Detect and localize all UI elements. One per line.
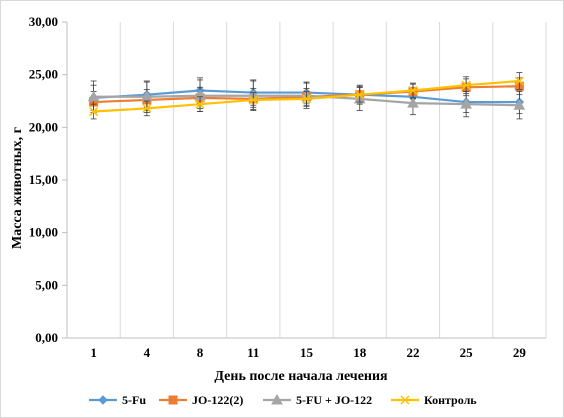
legend-item-1: 5-Fu	[89, 393, 146, 407]
marker-stroke	[195, 99, 205, 109]
x-tick-label: 18	[353, 345, 367, 360]
y-tick-label: 30,00	[29, 14, 58, 29]
marker-stroke	[301, 94, 312, 104]
data-point	[408, 85, 418, 95]
x-tick-label: 15	[300, 345, 314, 360]
x-tick-label: 1	[90, 345, 97, 360]
y-axis-title: Масса животных, г	[10, 127, 25, 249]
marker-stroke	[142, 103, 152, 113]
y-tick-label: 5,00	[35, 277, 58, 292]
y-tick-label: 20,00	[29, 119, 58, 134]
gridlines	[66, 22, 547, 338]
data-point	[407, 97, 419, 108]
data-point	[513, 99, 526, 110]
data-point	[301, 94, 312, 104]
y-tick-label: 15,00	[29, 172, 58, 187]
data-point	[248, 95, 258, 105]
legend-label: JO-122(2)	[192, 393, 243, 407]
legend-item-3: 5-FU + JO-122	[263, 393, 372, 407]
x-tick-label: 22	[406, 345, 419, 360]
y-tick-label: 10,00	[29, 225, 58, 240]
series-4	[89, 72, 524, 120]
legend-swatch-marker	[271, 393, 283, 405]
x-tick-label: 11	[247, 345, 259, 360]
data-point	[461, 80, 471, 90]
legend: 5-Fu JO-122(2) 5-FU + JO-122 Контроль	[89, 393, 477, 407]
y-tick-label: 0,00	[35, 330, 58, 345]
legend-label: 5-FU + JO-122	[296, 393, 372, 407]
data-point	[195, 99, 205, 109]
legend-swatch-marker	[168, 395, 178, 405]
marker-stroke	[408, 85, 418, 95]
data-point	[514, 76, 524, 86]
series-group	[87, 72, 526, 120]
x-tick-label: 29	[513, 345, 527, 360]
data-point	[87, 90, 100, 102]
y-tick-label: 25,00	[29, 67, 58, 82]
marker-stroke	[248, 95, 258, 105]
data-point	[89, 107, 99, 117]
legend-label: Контроль	[424, 393, 477, 407]
marker-stroke	[400, 395, 410, 405]
data-point	[142, 103, 152, 113]
legend-item-2: JO-122(2)	[159, 393, 243, 407]
data-point	[355, 90, 365, 100]
marker-stroke	[514, 76, 524, 86]
data-point	[460, 98, 473, 109]
x-tick-labels: 1 4 8 11 15 18 22 25 29	[90, 345, 526, 360]
legend-swatch-marker	[400, 395, 410, 405]
legend-label: 5-Fu	[122, 393, 146, 407]
x-axis-title: День после начала лечения	[214, 369, 388, 384]
legend-swatch-marker	[98, 395, 108, 405]
x-tick-label: 4	[144, 345, 151, 360]
marker-stroke	[461, 80, 471, 90]
x-tick-label: 25	[460, 345, 474, 360]
axes	[62, 21, 546, 339]
marker-stroke	[89, 107, 99, 117]
marker-stroke	[355, 90, 365, 100]
y-tick-labels: 0,00 5,00 10,00 15,00 20,00 25,00 30,00	[29, 14, 58, 345]
legend-item-4: Контроль	[391, 393, 477, 407]
x-tick-label: 8	[197, 345, 204, 360]
